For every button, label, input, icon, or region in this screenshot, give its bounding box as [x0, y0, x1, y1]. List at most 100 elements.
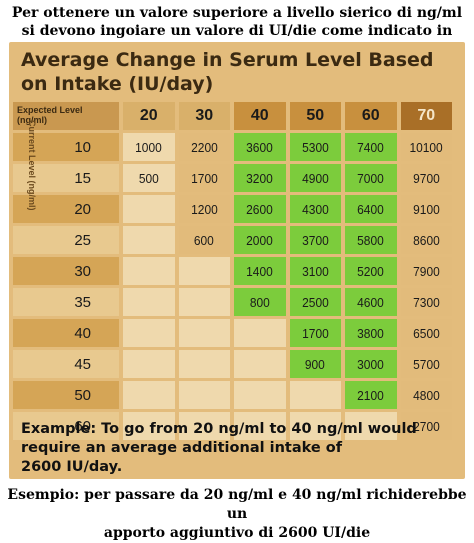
table-cell [123, 257, 175, 285]
chart-title: Average Change in Serum Level Based on I… [21, 48, 461, 96]
bottom-caption: Esempio: per passare da 20 ng/ml e 40 ng… [0, 486, 474, 543]
cell-value: 4600 [357, 294, 385, 310]
table-cell [178, 257, 230, 285]
table-cell [345, 412, 397, 440]
cell-value: 7400 [357, 139, 385, 155]
cell-value: 2100 [357, 387, 385, 403]
example-line-2: require an average additional intake of [21, 440, 343, 456]
table-cell [123, 226, 175, 254]
table-cell [123, 195, 175, 223]
table-cell: 3100 [289, 257, 341, 285]
table-cell: 500 [123, 164, 175, 192]
cell-value: 2600 [246, 201, 274, 217]
table-cell [123, 381, 175, 409]
table-cell [234, 350, 286, 378]
bottom-caption-line-1: Esempio: per passare da 20 ng/ml e 40 ng… [7, 487, 467, 522]
cell-value: 4800 [412, 387, 440, 403]
cell-value: 1200 [190, 201, 218, 217]
table-cell: 1700 [178, 164, 230, 192]
table-cell: 1400 [234, 257, 286, 285]
cell-value: 5200 [357, 263, 385, 279]
cell-value: 3100 [301, 263, 329, 279]
table-corner: Expected Level (ng/ml) [13, 102, 119, 130]
row-header-25: 25 [13, 226, 119, 254]
column-header-50: 50 [289, 102, 341, 130]
table-cell: 3700 [289, 226, 341, 254]
table-cell: 1200 [178, 195, 230, 223]
table-cell [178, 350, 230, 378]
table-cell: 3000 [345, 350, 397, 378]
table-cell: 600 [178, 226, 230, 254]
chart-title-line-1: Average Change in Serum Level Based [21, 49, 434, 71]
table-cell: 2200 [178, 133, 230, 161]
cell-value: 4300 [301, 201, 329, 217]
cell-value: 900 [305, 356, 326, 372]
table-cell [234, 381, 286, 409]
cell-value: 3600 [246, 139, 274, 155]
row-header-20: 20 [13, 195, 119, 223]
table-cell: 7000 [345, 164, 397, 192]
row-header-45: 45 [13, 350, 119, 378]
cell-value: 5700 [412, 356, 440, 372]
cell-value: 7900 [412, 263, 440, 279]
example-line-1: Example: To go from 20 ng/ml to 40 ng/ml… [21, 421, 417, 437]
top-caption-line-1: Per ottenere un valore superiore a livel… [11, 5, 463, 21]
table-cell: 8600 [400, 226, 452, 254]
table-cell [178, 319, 230, 347]
table-cell: 4900 [289, 164, 341, 192]
row-header-10: 10 [13, 133, 119, 161]
column-header-30: 30 [178, 102, 230, 130]
cell-value: 5300 [301, 139, 329, 155]
chart-title-line-2: on Intake (IU/day) [21, 73, 214, 95]
table-cell: 6500 [400, 319, 452, 347]
table-cell: 1700 [289, 319, 341, 347]
cell-value: 2000 [246, 232, 274, 248]
cell-value: 10100 [409, 139, 443, 155]
cell-value: 2200 [190, 139, 218, 155]
row-header-15: 15 [13, 164, 119, 192]
table-cell: 2100 [345, 381, 397, 409]
table-cell: 6400 [345, 195, 397, 223]
table-cell: 7400 [345, 133, 397, 161]
cell-value: 6400 [357, 201, 385, 217]
cell-value: 9100 [412, 201, 440, 217]
row-header-35: 35 [13, 288, 119, 316]
cell-value: 8600 [412, 232, 440, 248]
cell-value: 3000 [357, 356, 385, 372]
column-axis-label-line-2: (ng/ml) [17, 115, 47, 125]
cell-value: 7300 [412, 294, 440, 310]
table-cell: 3600 [234, 133, 286, 161]
cell-value: 1700 [190, 170, 218, 186]
table-cell: 5800 [345, 226, 397, 254]
table-cell [178, 412, 230, 440]
column-header-40: 40 [234, 102, 286, 130]
column-header-70: 70 [400, 102, 452, 130]
table-cell [123, 319, 175, 347]
cell-value: 2700 [412, 418, 440, 434]
table-cell: 10100 [400, 133, 452, 161]
example-line-3: 2600 IU/day. [21, 459, 123, 475]
cell-value: 7000 [357, 170, 385, 186]
table-cell: 5300 [289, 133, 341, 161]
table-cell: 7900 [400, 257, 452, 285]
table-cell: 3200 [234, 164, 286, 192]
table-cell: 5700 [400, 350, 452, 378]
table-cell: 2500 [289, 288, 341, 316]
table-cell: 2600 [234, 195, 286, 223]
table-cell: 7300 [400, 288, 452, 316]
row-header-30: 30 [13, 257, 119, 285]
table-cell: 4600 [345, 288, 397, 316]
column-header-60: 60 [345, 102, 397, 130]
column-axis-label: Expected Level (ng/ml) [17, 105, 83, 125]
cell-value: 9700 [412, 170, 440, 186]
table-cell [289, 412, 341, 440]
column-axis-label-line-1: Expected Level [17, 105, 83, 115]
table-cell: 900 [289, 350, 341, 378]
table-cell [234, 319, 286, 347]
table-cell: 2000 [234, 226, 286, 254]
table-cell: 5200 [345, 257, 397, 285]
cell-value: 3800 [357, 325, 385, 341]
table-cell: 9700 [400, 164, 452, 192]
table-cell [123, 350, 175, 378]
column-header-20: 20 [123, 102, 175, 130]
